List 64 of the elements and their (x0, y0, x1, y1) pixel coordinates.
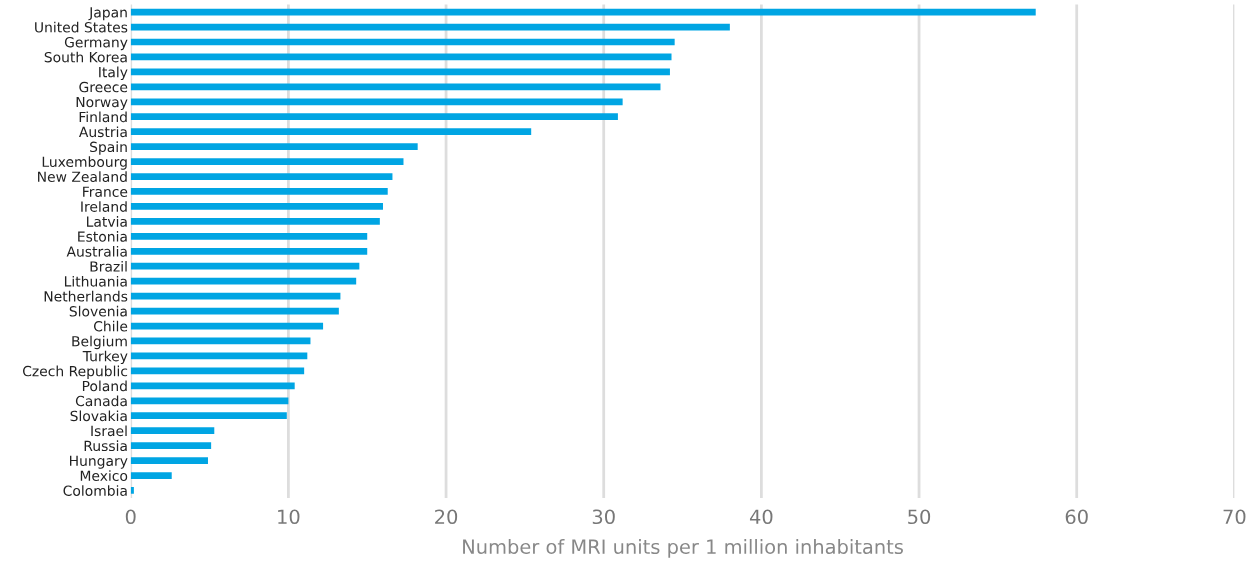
x-tick-label: 10 (278, 509, 300, 525)
y-tick-label: Colombia (63, 485, 127, 496)
y-tick-label: Estonia (78, 231, 127, 242)
bar (130, 382, 295, 390)
y-tick-label: Finland (79, 111, 127, 123)
y-tick-label: Japan (88, 7, 127, 21)
x-tick-label: 0 (125, 509, 136, 525)
y-tick-label: France (83, 186, 128, 197)
y-tick-label: Turkey (82, 350, 128, 365)
bar (130, 113, 618, 121)
y-tick-label: Lithuania (64, 275, 127, 287)
y-tick-label: Israel (91, 425, 127, 437)
x-tick-label: 30 (592, 509, 615, 525)
y-tick-label: Belgium (72, 335, 127, 350)
y-tick-label: Spain (90, 141, 127, 155)
bar (130, 98, 623, 106)
bar (130, 472, 172, 479)
bar (130, 442, 212, 449)
y-tick-label: Luxembourg (42, 156, 127, 170)
y-tick-label: Chile (93, 320, 128, 332)
y-tick-label: Slovakia (70, 410, 127, 422)
y-tick-label: Austria (79, 126, 127, 138)
y-tick-label: Netherlands (44, 290, 128, 302)
bar (130, 158, 404, 165)
bar (130, 128, 532, 136)
y-tick-label: United States (35, 21, 128, 33)
y-tick-label: Germany (64, 36, 128, 51)
y-tick-label: New Zealand (38, 171, 127, 183)
bar (130, 203, 383, 210)
y-tick-label: Slovenia (69, 305, 127, 317)
y-tick-label: Greece (79, 81, 128, 93)
bar (130, 247, 368, 255)
y-tick-label: Italy (99, 66, 128, 81)
bar (130, 173, 393, 180)
bar (130, 262, 360, 270)
bar (130, 427, 215, 435)
x-tick-label: 60 (1065, 509, 1088, 525)
x-tick-label: 50 (908, 509, 931, 525)
y-tick-label: Hungary (70, 455, 128, 469)
bar (130, 277, 357, 285)
bar (130, 232, 368, 240)
y-tick-label: Poland (82, 380, 127, 392)
bar (130, 457, 208, 464)
y-tick-label: Russia (84, 440, 127, 452)
x-axis-title: Number of MRI units per 1 million inhabitants (463, 538, 903, 558)
y-tick-label: Latvia (87, 216, 127, 227)
y-tick-label: Ireland (81, 201, 127, 212)
y-tick-label: Canada (75, 395, 127, 407)
bar (130, 397, 289, 405)
bar (130, 412, 287, 420)
y-tick-label: Australia (66, 246, 127, 257)
x-tick-label: 70 (1223, 509, 1246, 525)
y-tick-label: South Korea (44, 51, 127, 63)
bar (130, 83, 661, 91)
y-tick-label: Brazil (90, 260, 127, 272)
bar (130, 487, 134, 494)
x-tick-label: 20 (435, 509, 458, 525)
y-tick-label: Mexico (80, 470, 128, 481)
y-tick-label: Norway (76, 96, 128, 110)
y-tick-label: Czech Republic (22, 365, 128, 380)
bar (130, 218, 380, 225)
x-tick-label: 40 (749, 509, 773, 525)
bar (130, 188, 388, 195)
bar (130, 143, 418, 150)
